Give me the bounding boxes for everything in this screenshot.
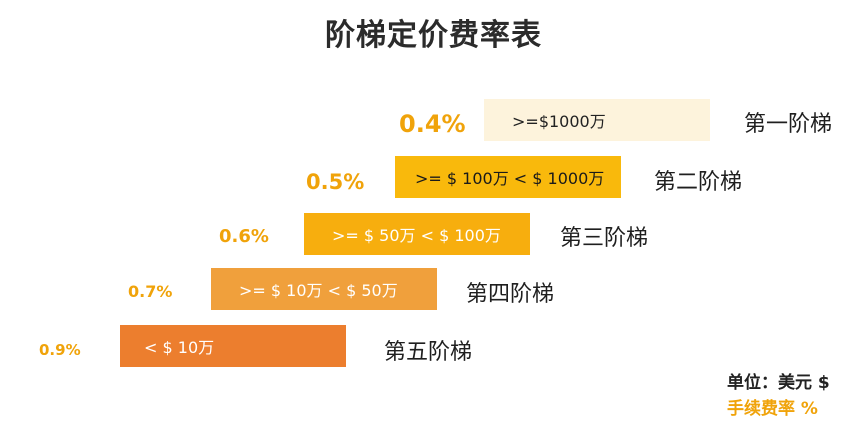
tier-5-bar: < $ 10万 bbox=[120, 325, 346, 367]
tier-3-label: 第三阶梯 bbox=[560, 226, 649, 251]
tier-3-range: >= $ 50万 < $ 100万 bbox=[332, 226, 501, 245]
tier-1-bar: >=$1000万 bbox=[484, 99, 710, 141]
tier-1-label: 第一阶梯 bbox=[744, 112, 833, 137]
legend-unit: 单位：美元 $ bbox=[727, 373, 830, 393]
tier-5-rate: 0.9% bbox=[39, 341, 81, 359]
tier-3-rate: 0.6% bbox=[219, 226, 269, 247]
tier-5-range: < $ 10万 bbox=[144, 338, 215, 357]
tier-2-label: 第二阶梯 bbox=[654, 170, 743, 195]
tier-2-rate: 0.5% bbox=[306, 170, 365, 194]
tier-4-bar: >= $ 10万 < $ 50万 bbox=[211, 268, 437, 310]
page-title: 阶梯定价费率表 bbox=[325, 18, 542, 53]
tier-3-bar: >= $ 50万 < $ 100万 bbox=[304, 213, 530, 255]
tier-5-label: 第五阶梯 bbox=[384, 340, 473, 365]
tier-4-range: >= $ 10万 < $ 50万 bbox=[239, 281, 398, 300]
tier-4-label: 第四阶梯 bbox=[466, 282, 555, 307]
tier-2-bar: >= $ 100万 < $ 1000万 bbox=[395, 156, 621, 198]
legend-rate: 手续费率 % bbox=[727, 399, 818, 419]
tier-2-range: >= $ 100万 < $ 1000万 bbox=[415, 169, 605, 188]
tier-1-rate: 0.4% bbox=[399, 110, 466, 138]
tier-4-rate: 0.7% bbox=[128, 282, 173, 301]
tier-1-range: >=$1000万 bbox=[512, 112, 606, 131]
